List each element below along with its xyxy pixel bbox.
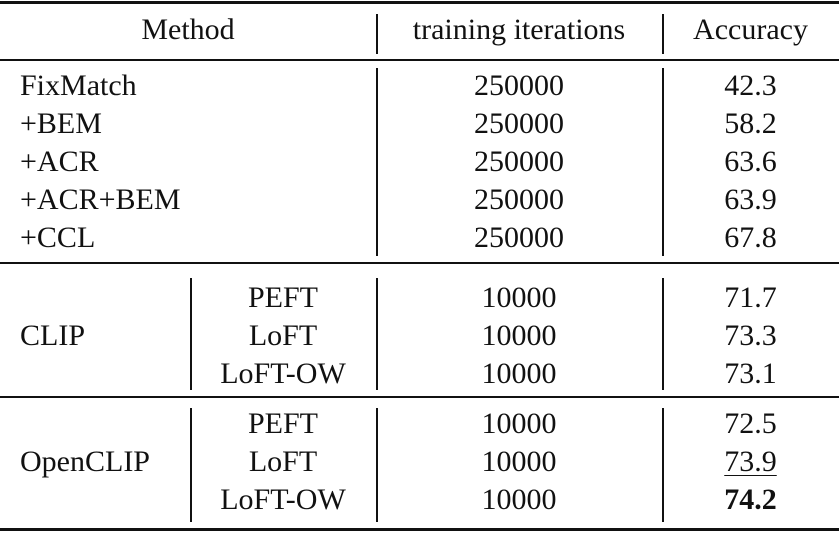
mid-rule-1 bbox=[0, 262, 839, 264]
method-cell: +CCL bbox=[20, 221, 96, 254]
method-cell: LoFT bbox=[248, 319, 318, 352]
header-accuracy: Accuracy bbox=[693, 13, 808, 46]
accuracy-cell: 71.7 bbox=[724, 281, 777, 314]
accuracy-cell-second-best: 73.9 bbox=[662, 444, 839, 480]
column-divider bbox=[376, 408, 378, 522]
iterations-cell: 250000 bbox=[474, 107, 564, 140]
accuracy-cell: 42.3 bbox=[724, 69, 777, 102]
header-iterations: training iterations bbox=[412, 13, 626, 46]
accuracy-cell: 73.1 bbox=[724, 357, 777, 390]
method-cell: FixMatch bbox=[20, 69, 137, 102]
iterations-cell: 250000 bbox=[474, 145, 564, 178]
column-divider bbox=[376, 14, 378, 54]
column-divider bbox=[662, 14, 664, 54]
model-cell: OpenCLIP bbox=[20, 445, 150, 478]
accuracy-value: 73.9 bbox=[724, 445, 777, 478]
header-rule bbox=[0, 59, 839, 61]
method-cell: PEFT bbox=[247, 407, 319, 440]
iterations-cell: 250000 bbox=[474, 221, 564, 254]
column-divider bbox=[662, 408, 664, 522]
top-rule bbox=[0, 1, 839, 4]
column-divider bbox=[376, 278, 378, 390]
method-cell: PEFT bbox=[247, 281, 319, 314]
iterations-cell: 10000 bbox=[481, 445, 557, 478]
bottom-rule bbox=[0, 528, 839, 531]
header-method: Method bbox=[141, 13, 235, 46]
accuracy-cell: 72.5 bbox=[724, 407, 777, 440]
column-divider bbox=[376, 68, 378, 256]
iterations-cell: 10000 bbox=[481, 357, 557, 390]
model-cell: CLIP bbox=[20, 319, 86, 352]
iterations-cell: 250000 bbox=[474, 69, 564, 102]
mid-rule-2 bbox=[0, 396, 839, 398]
method-cell: LoFT-OW bbox=[220, 483, 346, 516]
method-cell: +ACR bbox=[20, 145, 99, 178]
iterations-cell: 10000 bbox=[481, 483, 557, 516]
iterations-cell: 250000 bbox=[474, 183, 564, 216]
accuracy-cell: 73.3 bbox=[724, 319, 777, 352]
column-divider bbox=[662, 278, 664, 390]
method-cell: +BEM bbox=[20, 107, 102, 140]
method-cell: LoFT bbox=[248, 445, 318, 478]
method-cell: LoFT-OW bbox=[220, 357, 346, 390]
accuracy-cell: 58.2 bbox=[724, 107, 777, 140]
accuracy-cell: 63.6 bbox=[724, 145, 777, 178]
column-divider bbox=[190, 408, 192, 522]
accuracy-cell: 63.9 bbox=[724, 183, 777, 216]
iterations-cell: 10000 bbox=[481, 319, 557, 352]
accuracy-cell: 67.8 bbox=[724, 221, 777, 254]
iterations-cell: 10000 bbox=[481, 407, 557, 440]
accuracy-cell-best: 74.2 bbox=[724, 483, 777, 516]
method-cell: +ACR+BEM bbox=[20, 183, 181, 216]
column-divider bbox=[662, 68, 664, 256]
column-divider bbox=[190, 278, 192, 390]
iterations-cell: 10000 bbox=[481, 281, 557, 314]
